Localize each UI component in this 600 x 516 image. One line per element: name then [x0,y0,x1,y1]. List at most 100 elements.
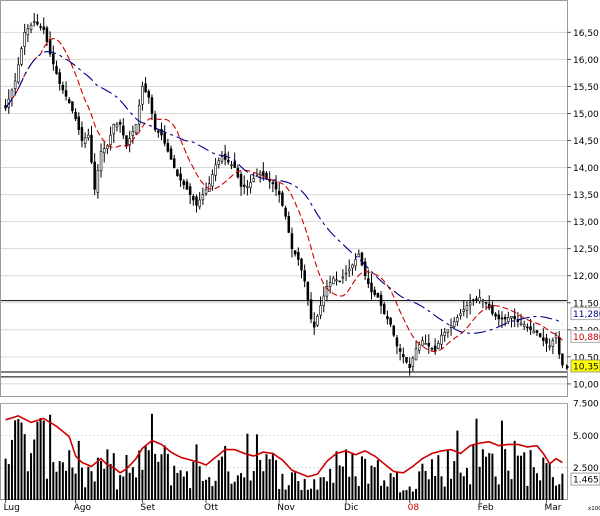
candle-body [274,181,278,190]
volume-bar [100,460,103,500]
volume-bar [338,465,341,500]
candle-body [293,250,297,255]
volume-bar [500,420,503,500]
volume-bar [415,488,418,500]
candle-body [192,196,195,201]
candle-body [551,340,555,347]
candle-body [230,164,233,167]
candle-body [408,363,411,368]
candle-body [332,278,335,285]
candle-body [64,90,68,97]
volume-bar [399,492,402,500]
volume-bar [252,471,255,500]
candle-body [395,337,399,347]
candle-body [188,186,192,195]
candle-body [306,281,310,301]
candle-body [29,24,33,30]
candle-body [347,268,351,272]
candle-body [258,172,262,175]
volume-bar [494,476,497,500]
volume-bar [265,454,268,500]
volume-bar [523,452,526,500]
volume-bar [354,476,357,500]
candle-body [497,314,501,320]
volume-bar [513,440,516,500]
volume-bar [236,475,239,500]
volume-bar [135,477,138,500]
candle-body [360,252,364,266]
candle-body [233,161,236,168]
volume-bar [402,490,405,500]
volume-bar [469,484,472,500]
volume-bar [437,455,440,500]
candle-body [535,330,539,333]
candle-body [452,321,456,327]
volume-bar [259,459,262,500]
volume-bar [96,457,99,500]
volume-bar [122,476,125,500]
volume-bar [36,421,39,500]
candle-body [122,125,125,136]
short-ma-last-value-box [570,329,600,343]
candle-body [252,178,256,182]
candle-body [529,326,532,331]
candle-body [494,313,497,317]
candle-body [335,279,338,282]
volume-bar [386,486,389,500]
candle-body [462,309,466,312]
candle-body [373,289,376,295]
candle-body [131,131,135,136]
candle-body [42,26,46,30]
candle-body [370,282,373,293]
candle-body [287,216,291,233]
time-axis-label: 08 [408,503,420,512]
volume-bar [103,468,106,500]
volume-bar [68,450,71,500]
volume-bar [380,485,383,500]
volume-bar [160,454,163,500]
moving-averages [5,37,563,353]
volume-bar [370,465,373,500]
volume-bar [278,489,281,500]
candle-body [316,315,319,326]
candle-body [153,114,157,130]
volume-bar [281,473,284,500]
candle-body [411,357,415,367]
volume-bar [465,467,468,500]
candle-body [328,282,332,287]
volume-bar [230,483,233,500]
volume-bar [535,473,538,500]
volume-tick-label: 5.000 [573,432,599,442]
candle-body [58,72,61,85]
volume-bar [23,434,26,500]
candle-body [255,175,259,177]
price-tick-label: 13,50 [573,191,599,201]
candle-body [147,91,151,98]
candle-body [220,156,224,162]
volume-bar [227,471,230,500]
volume-bar [383,480,386,500]
candle-body [36,21,39,25]
volume-bar [119,475,122,500]
volume-bar [427,479,430,500]
volume-bar [443,486,446,500]
candle-body [522,324,526,327]
candle-body [137,105,141,125]
volume-bar [545,462,548,500]
volume-bar [189,488,192,500]
candle-body [354,259,357,267]
candle-body [478,297,481,302]
candle-body [379,294,383,306]
close-marker-icon [566,363,569,370]
volume-bar [220,456,223,500]
candle-body [526,326,529,329]
volume-bar [217,460,220,500]
volume-bar [542,457,545,500]
volume-bar [284,489,287,500]
volume-bar [418,471,421,500]
volume-bar [45,478,48,500]
volume-axis: 7.500 5.000 2.500 x1000 [573,400,600,513]
volume-bar [287,485,290,500]
candle-body [367,278,370,285]
candle-body [271,182,275,185]
